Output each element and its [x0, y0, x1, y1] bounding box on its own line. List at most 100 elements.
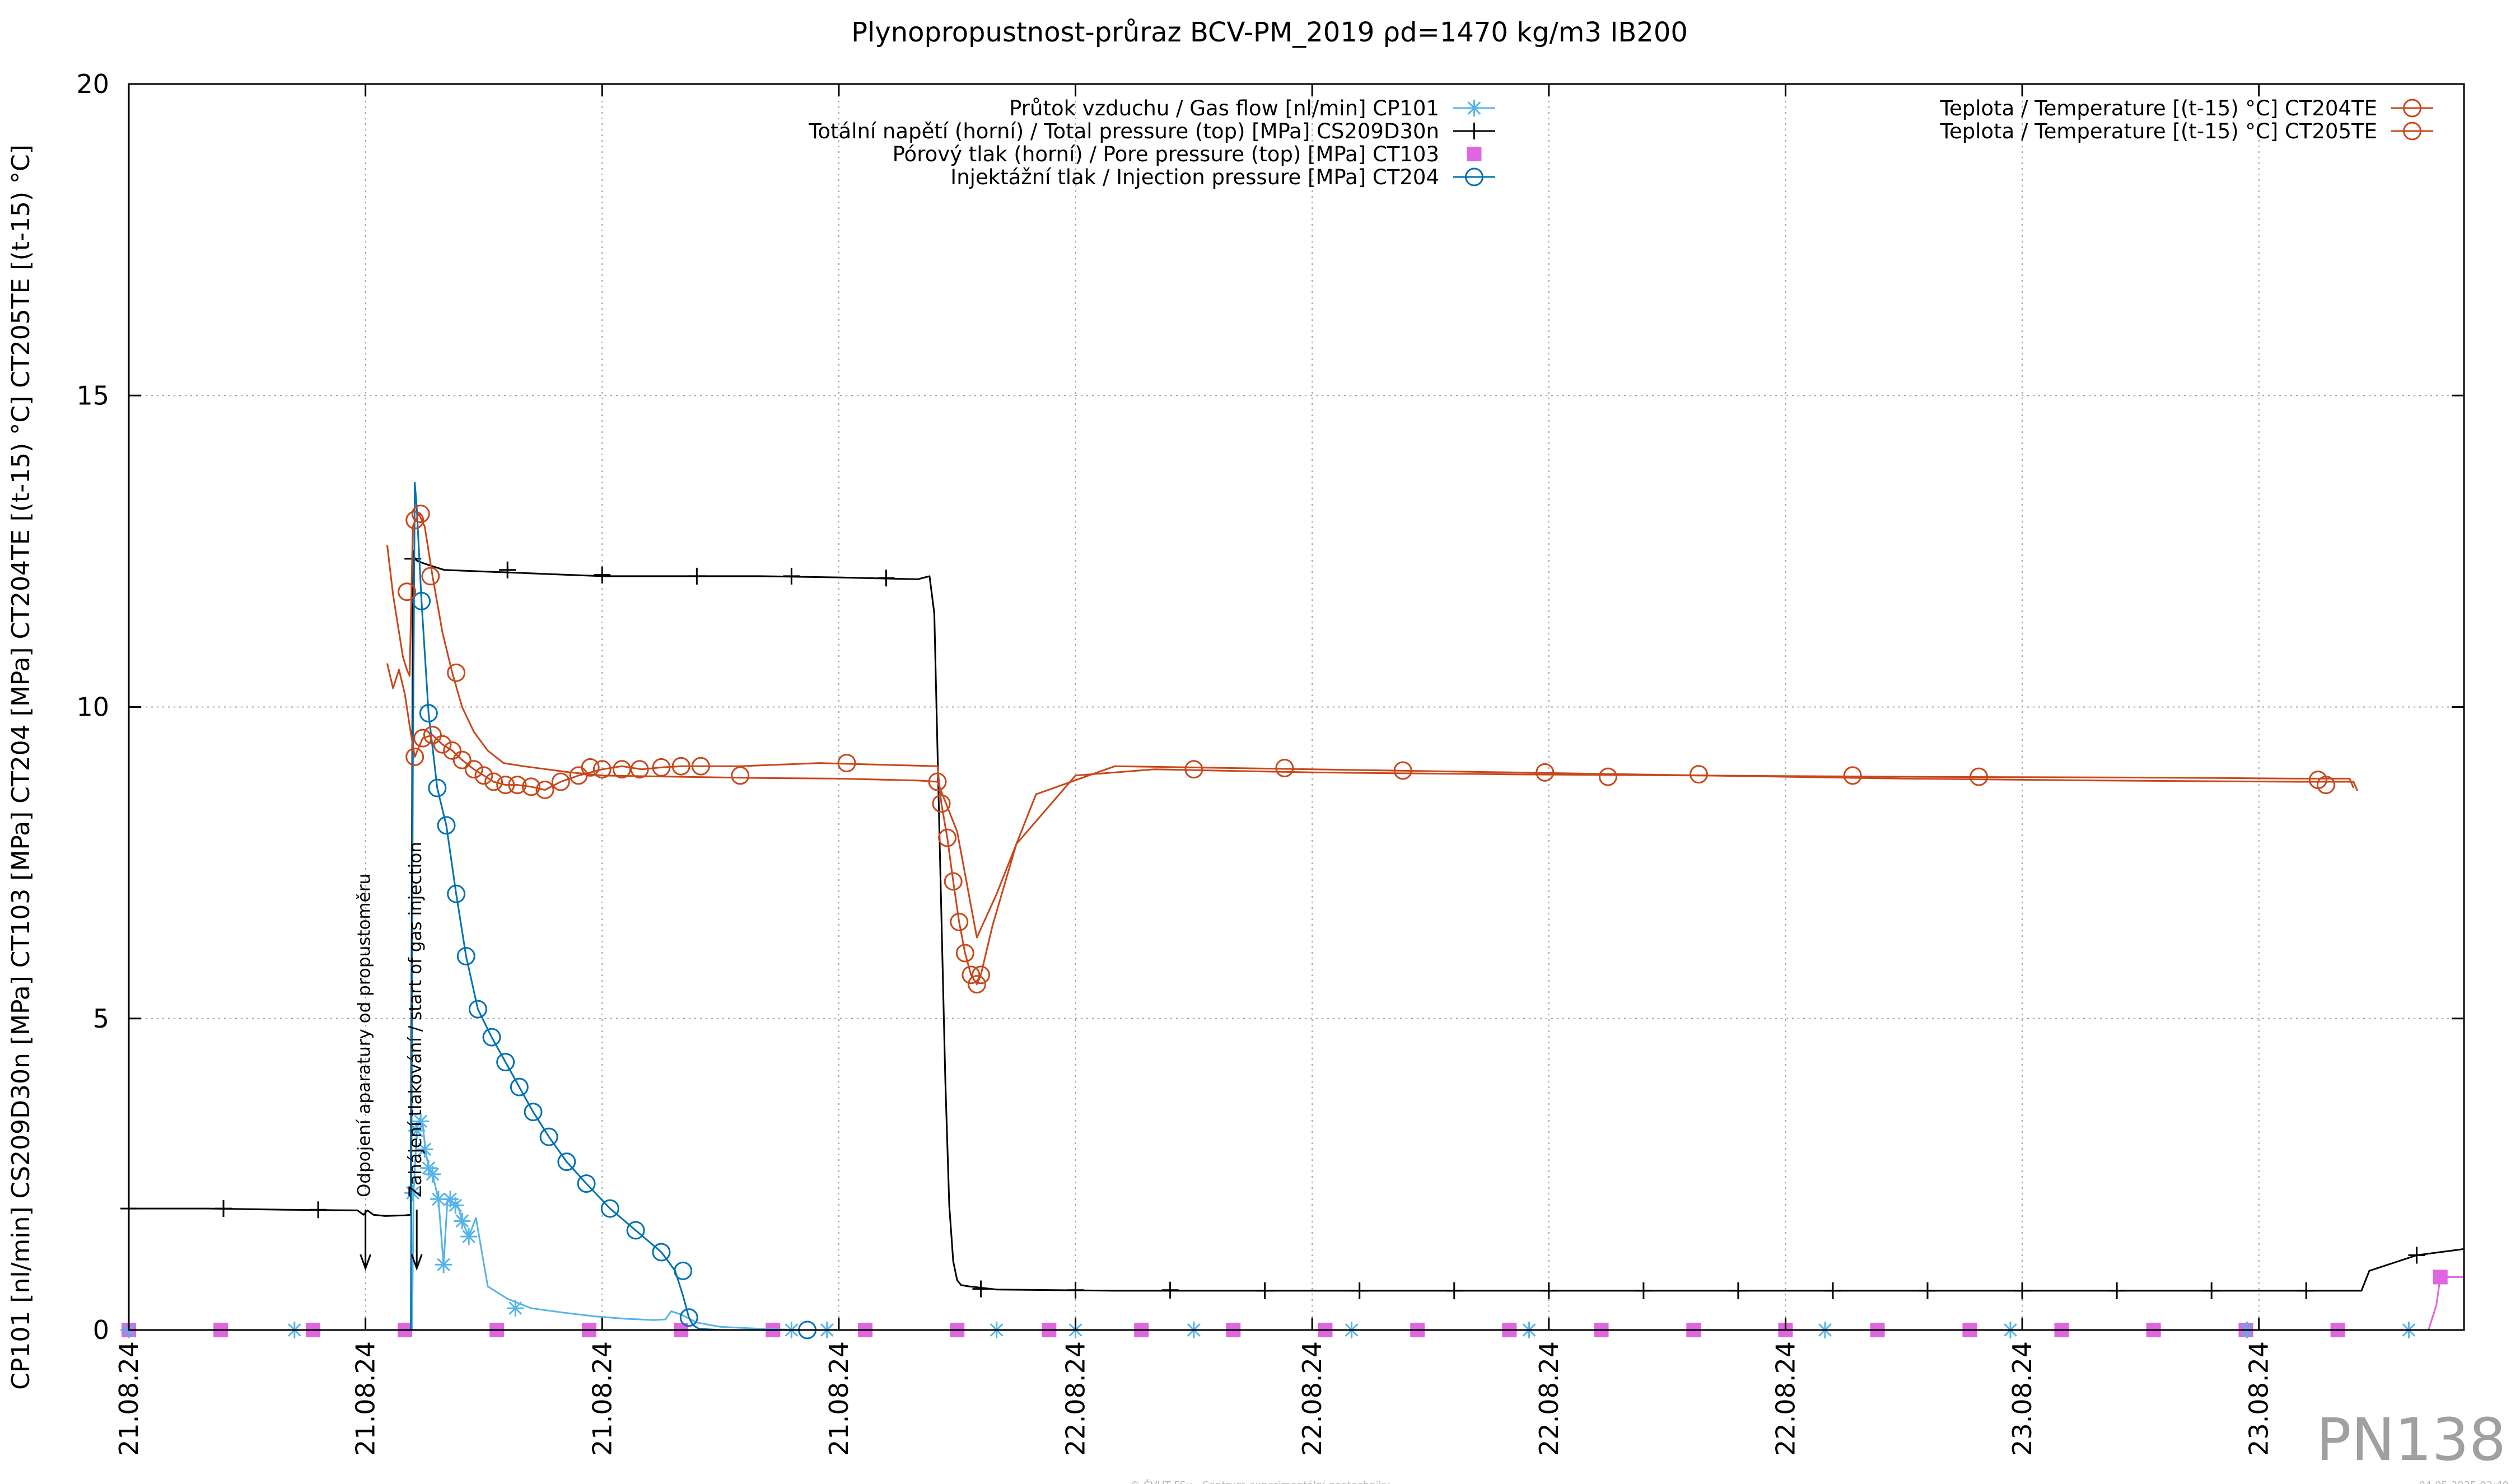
data-point-temperature-ct205te [508, 776, 527, 795]
legend-label: Teplota / Temperature [(t-15) °C] CT204T… [1940, 96, 2377, 120]
series-temperature-ct205te [386, 663, 2355, 994]
legend-right: Teplota / Temperature [(t-15) °C] CT204T… [1940, 96, 2433, 143]
annotation-text: Zahájení tlakování / start of gas inject… [405, 842, 426, 1197]
data-point-temperature-ct205te [521, 777, 540, 796]
series-line-total-pressure [129, 557, 2465, 1292]
legend-item-total-pressure: Totální napětí (horní) / Total pressure … [808, 119, 1495, 143]
plot-frame [128, 83, 2465, 1331]
data-point-total-pressure [1351, 1282, 1368, 1299]
data-point-total-pressure [2108, 1282, 2126, 1299]
footer-credit: © ČVUT FSv - Centrum experimentální geot… [1130, 1479, 1390, 1484]
series-line-temperature-ct205te [386, 663, 2355, 986]
y-tick-label: 20 [76, 69, 109, 99]
legend-label: Injektážní tlak / Injection pressure [MP… [950, 165, 1439, 189]
data-point-total-pressure [310, 1201, 327, 1219]
data-point-temperature-ct205te [433, 735, 452, 754]
data-point-injection-pressure [510, 1077, 529, 1096]
legend-left: Průtok vzduchu / Gas flow [nl/min] CP101… [808, 96, 1495, 189]
legend-item-gas-flow: Průtok vzduchu / Gas flow [nl/min] CP101 [1009, 96, 1495, 120]
data-point-temperature-ct205te [496, 776, 515, 795]
legend-item-temperature-ct204te: Teplota / Temperature [(t-15) °C] CT204T… [1940, 96, 2433, 120]
data-point-total-pressure [783, 567, 800, 585]
x-tick-label: 22.08.24 [1770, 1341, 1800, 1456]
data-point-temperature-ct205te [944, 872, 963, 891]
data-point-gas-flow [447, 1197, 464, 1214]
legend-marker [2403, 122, 2421, 141]
x-tick-label: 23.08.24 [2007, 1341, 2037, 1456]
data-point-injection-pressure [419, 704, 438, 723]
data-point-temperature-ct205te [671, 757, 690, 776]
data-point-total-pressure [1445, 1282, 1463, 1299]
data-point-total-pressure [499, 561, 516, 578]
data-point-injection-pressure [468, 1000, 487, 1019]
annotation-2: Zahájení tlakování / start of gas inject… [405, 842, 426, 1271]
footer-timestamp: 04.05.2025 02:40 [2419, 1480, 2509, 1484]
data-point-gas-flow [404, 1184, 422, 1202]
data-point-injection-pressure [626, 1221, 645, 1240]
data-point-total-pressure [878, 570, 895, 587]
data-point-temperature-ct205te [2316, 776, 2335, 795]
data-point-total-pressure [1729, 1282, 1747, 1299]
data-point-injection-pressure [482, 1028, 501, 1047]
data-point-temperature-ct204te [405, 511, 424, 530]
data-point-gas-flow [424, 1165, 441, 1183]
data-point-temperature-ct205te [452, 750, 472, 769]
data-point-injection-pressure [447, 884, 466, 903]
data-point-total-pressure [2014, 1282, 2031, 1299]
legend-marker [1465, 167, 1483, 186]
data-point-injection-pressure [496, 1053, 515, 1072]
data-point-temperature-ct205te [971, 965, 990, 984]
data-point-temperature-ct204te [1275, 759, 1294, 778]
series-line-pore-pressure [129, 1276, 2464, 1331]
legend-item-injection-pressure: Injektážní tlak / Injection pressure [MP… [950, 165, 1495, 189]
data-point-total-pressure [2203, 1282, 2220, 1299]
grid-lines [129, 84, 2464, 1330]
annotation-1: Odpojení aparatury od propustoměru [354, 874, 375, 1271]
data-point-temperature-ct205te [405, 748, 424, 766]
data-point-gas-flow [435, 1256, 452, 1273]
x-tick-label: 21.08.24 [587, 1341, 617, 1456]
data-point-temperature-ct205te [932, 794, 951, 813]
data-point-temperature-ct205te [612, 760, 631, 779]
data-point-temperature-ct205te [413, 729, 432, 748]
data-point-temperature-ct205te [630, 760, 649, 779]
data-point-temperature-ct205te [837, 754, 856, 773]
x-axis: 21.08.24 21.08.24 21.08.24 21.08.24 22.08.24… [114, 84, 2274, 1456]
data-point-injection-pressure [674, 1261, 693, 1280]
data-point-injection-pressure [456, 947, 475, 965]
y-tick-label: 0 [93, 1315, 109, 1345]
data-point-temperature-ct205te [938, 828, 957, 847]
legend-marker [1466, 100, 1483, 116]
data-point-gas-flow [412, 1113, 430, 1130]
data-point-temperature-ct205te [464, 760, 483, 779]
data-point-total-pressure [688, 567, 706, 585]
data-point-temperature-ct204te [1536, 763, 1555, 782]
x-tick-label: 22.08.24 [1297, 1341, 1327, 1456]
y-tick-label: 10 [76, 692, 109, 722]
data-point-total-pressure [1635, 1282, 1652, 1299]
legend-marker [1466, 123, 1483, 139]
data-point-temperature-ct204te [421, 567, 440, 586]
annotation-text: Odpojení aparatury od propustoměru [354, 874, 375, 1197]
x-tick-label: 22.08.24 [1534, 1341, 1564, 1456]
series-gas-flow [120, 1113, 2464, 1338]
annotation-layer: Odpojení aparatury od propustoměru Zaháje… [354, 842, 426, 1271]
data-point-total-pressure [1067, 1281, 1084, 1299]
data-point-pore-pressure [2433, 1270, 2448, 1285]
data-point-gas-flow [460, 1228, 478, 1245]
data-point-temperature-ct205te [731, 766, 750, 785]
data-point-temperature-ct204te [1843, 766, 1862, 785]
data-point-gas-flow [416, 1141, 433, 1158]
legend-marker [1467, 147, 1482, 161]
legend-marker [2403, 99, 2421, 118]
data-point-total-pressure [1540, 1282, 1557, 1299]
data-point-temperature-ct204te [411, 505, 430, 524]
data-point-temperature-ct204te [1393, 761, 1412, 780]
data-point-total-pressure [972, 1280, 990, 1298]
data-point-temperature-ct205te [950, 912, 969, 931]
series-pore-pressure [122, 1270, 2464, 1337]
y-tick-label: 5 [93, 1004, 109, 1034]
chart-title: Plynopropustnost-průraz BCV-PM_2019 ρd=1… [851, 17, 1688, 48]
data-point-temperature-ct205te [955, 944, 974, 963]
data-point-temperature-ct205te [581, 758, 600, 777]
